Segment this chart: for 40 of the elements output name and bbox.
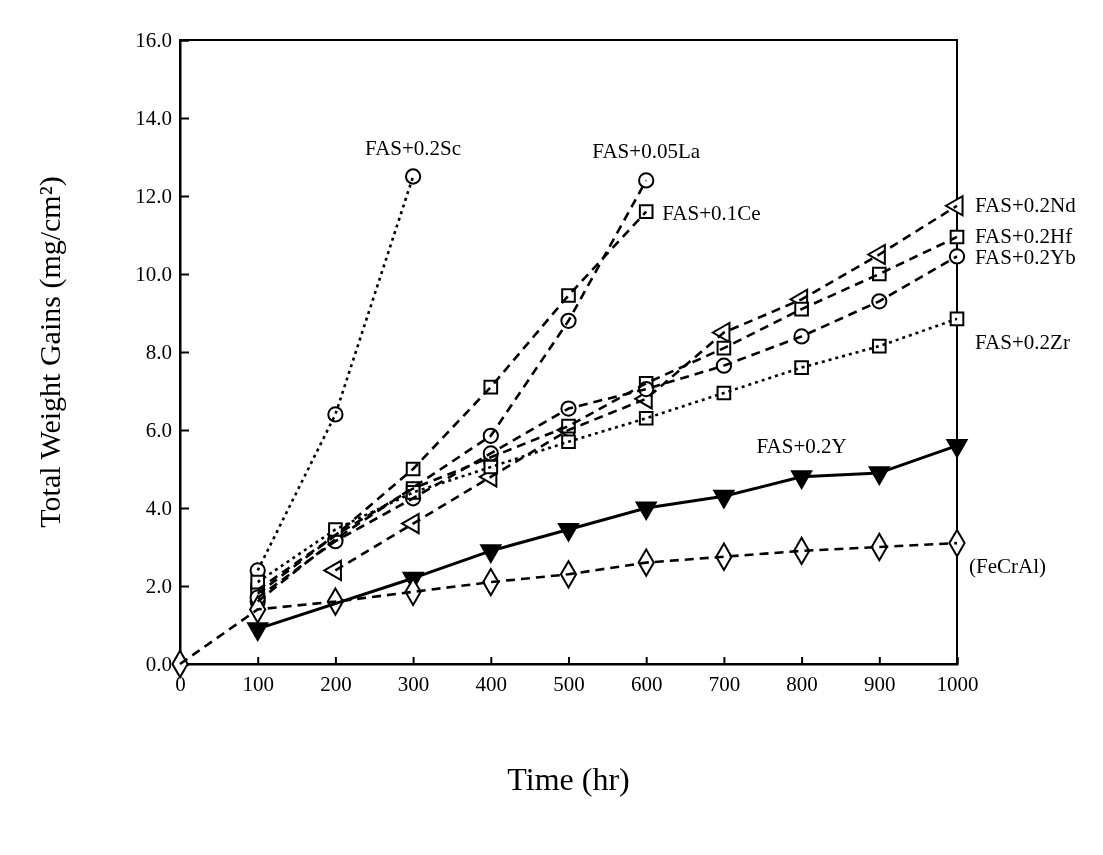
x-tick-label: 700 [708, 671, 741, 696]
series-label: FAS+0.2Nd [975, 192, 1077, 217]
point [948, 248, 966, 265]
x-tick-label: 900 [864, 671, 896, 696]
y-tick-label: 14.0 [135, 106, 172, 131]
x-tick-label: 100 [242, 671, 274, 696]
point [638, 204, 654, 219]
y-axis-title: Total Weight Gains (mg/cm²) [33, 176, 67, 528]
x-tick-label: 1000 [936, 671, 979, 696]
y-tick-label: 2.0 [145, 574, 172, 599]
point [404, 168, 422, 185]
y-tick-label: 10.0 [135, 262, 172, 287]
series-label: FAS+0.2Sc [365, 135, 462, 160]
point [638, 410, 654, 426]
y-tick-label: 16.0 [135, 28, 172, 53]
y-tick-label: 6.0 [145, 418, 172, 443]
point [871, 338, 887, 354]
series-label: FAS+0.2Hf [975, 223, 1073, 248]
series-label: FAS+0.2Y [756, 433, 847, 458]
y-tick-label: 0.0 [145, 652, 172, 677]
x-tick-label: 600 [630, 671, 663, 696]
series-label: FAS+0.2Zr [975, 329, 1070, 354]
point [327, 406, 344, 423]
x-tick-label: 0 [175, 671, 186, 696]
y-tick-label: 12.0 [135, 184, 172, 209]
y-tick-label: 8.0 [145, 340, 172, 365]
y-tick-label: 4.0 [145, 496, 172, 521]
point [638, 172, 655, 189]
x-tick-label: 200 [320, 671, 352, 696]
x-axis-title: Time (hr) [507, 761, 630, 797]
series-label: FAS+0.2Yb [975, 245, 1076, 270]
series-label: FAS+0.1Ce [662, 200, 761, 225]
point [794, 360, 809, 375]
series-label: (FeCrAl) [969, 554, 1046, 579]
series-label: FAS+0.05La [592, 139, 701, 164]
x-tick-label: 400 [475, 671, 508, 696]
point [561, 434, 576, 450]
x-tick-label: 800 [786, 671, 818, 696]
x-tick-label: 300 [397, 671, 430, 696]
x-tick-label: 500 [553, 671, 585, 696]
